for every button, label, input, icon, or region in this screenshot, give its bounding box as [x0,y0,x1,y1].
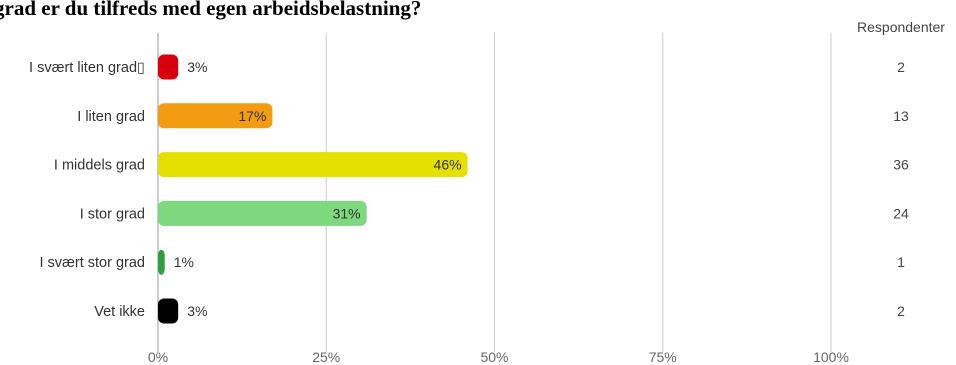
x-tick-label: 50% [480,349,508,365]
bar [158,200,367,226]
respondent-count: 13 [893,108,909,124]
bar [158,298,179,324]
data-label: 46% [434,157,462,173]
category-label: I stor grad [80,206,145,222]
respondent-count: 1 [897,254,905,270]
chart-title: grad er du tilfreds med egen arbeidsbela… [0,0,422,20]
x-tick-label: 100% [813,349,849,365]
x-tick-label: 0% [148,349,168,365]
respondent-count: 2 [897,59,905,75]
respondent-count: 24 [893,205,909,221]
category-label: I liten grad [77,109,145,125]
respondent-count: 2 [897,303,905,319]
category-label: Vet ikke [94,304,145,320]
data-label: 1% [174,254,194,270]
respondents-header: Respondenter [857,19,945,35]
category-label: I middels grad [54,158,145,174]
category-label: I svært stor grad [39,255,145,271]
bar [158,103,273,129]
x-tick-label: 25% [312,349,340,365]
category-label: I svært liten grad▯ [29,60,145,76]
data-label: 3% [187,303,207,319]
data-label: 31% [333,205,361,221]
respondent-count: 36 [893,157,909,173]
x-tick-label: 75% [649,349,677,365]
data-label: 17% [238,108,266,124]
bar [158,152,468,178]
bar [158,54,179,80]
data-label: 3% [187,59,207,75]
bars [158,54,468,324]
bar [158,249,165,275]
labels: 0% 25% 50% 75% 100% Respondenter I svært liten… [29,19,945,365]
grid-lines [157,33,832,352]
